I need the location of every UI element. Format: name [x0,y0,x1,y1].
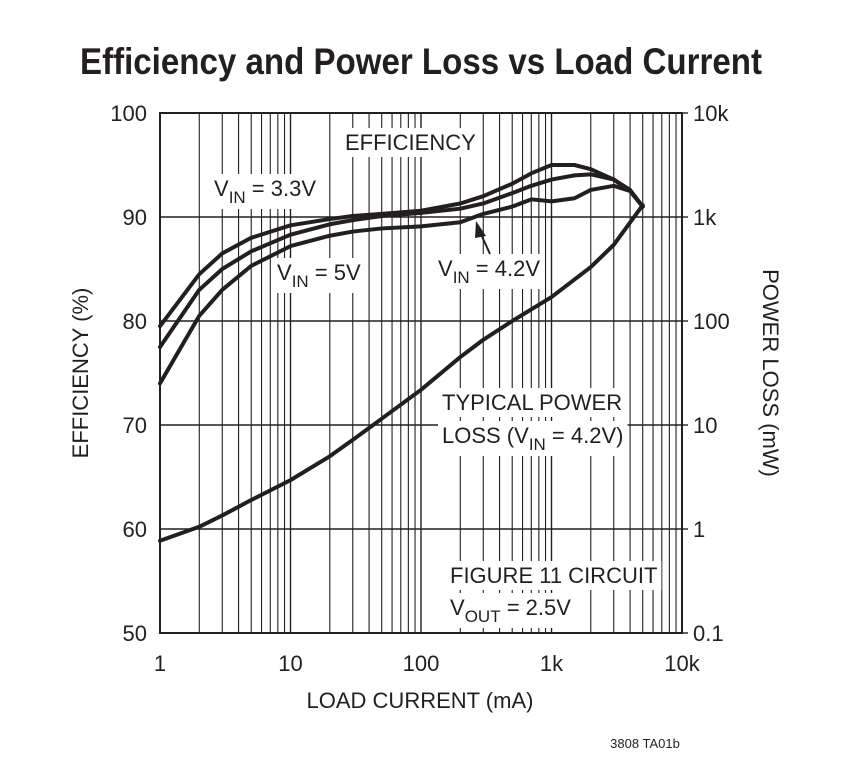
y2-tick-label: 1 [693,517,705,542]
annotation-part: V [450,595,465,620]
annotation-text: TYPICAL POWER [442,390,622,415]
x-axis-label: LOAD CURRENT (mA) [307,688,534,713]
y2-tick-label: 10k [693,101,729,126]
annotation-part: IN [229,188,246,207]
annotation-text: EFFICIENCY [345,130,476,155]
annotation-part: IN [292,272,309,291]
annotation-part: = 4.2V) [546,423,624,448]
chart-title: Efficiency and Power Loss vs Load Curren… [80,41,762,82]
annotation-part: OUT [465,607,501,626]
annotation-background [434,254,545,289]
y-tick-label: 50 [123,621,147,646]
annotation-part: IN [529,435,546,454]
data-line [158,203,645,543]
annotation-background [438,388,627,417]
annotation-background [273,258,365,293]
annotation-part: FIGURE 11 CIRCUIT [450,563,657,588]
y2-tick-label: 0.1 [693,621,724,646]
y2-axis-label: POWER LOSS (mW) [758,269,783,477]
y-tick-label: 90 [123,205,147,230]
x-tick-label: 10 [278,651,302,676]
y-axis-label: EFFICIENCY (%) [68,288,93,459]
annotation-part: = 5V [309,260,361,285]
annotation-background [341,128,481,157]
data-line [158,172,645,349]
annotation-arrowhead [475,221,486,238]
annotation-part: = 3.3V [246,176,317,201]
annotation-text: VOUT = 2.5V [450,595,571,626]
annotation-text: VIN = 4.2V [438,256,540,287]
annotation: VIN = 3.3V [210,174,321,209]
annotation-part: V [277,260,292,285]
annotation-background [210,174,321,209]
figure-id: 3808 TA01b [610,736,680,751]
annotation-text: VIN = 5V [277,260,361,291]
annotation-part: V [438,256,453,281]
annotation-text: VIN = 3.3V [214,176,316,207]
annotation: LOSS (VIN = 4.2V) [438,421,628,456]
annotation-background [446,593,576,628]
annotation: FIGURE 11 CIRCUIT [446,561,662,590]
x-tick-label: 100 [403,651,440,676]
annotation: VIN = 5V [273,258,365,293]
annotation-background [438,421,628,456]
annotation: VOUT = 2.5V [446,593,576,628]
annotation-part: V [214,176,229,201]
y-tick-label: 100 [110,101,147,126]
y-tick-label: 70 [123,413,147,438]
annotation-text: LOSS (VIN = 4.2V) [442,423,623,454]
annotation-text: FIGURE 11 CIRCUIT [450,563,657,588]
y2-tick-label: 10 [693,413,717,438]
annotation: VIN = 4.2V [434,254,545,289]
plot-frame [159,112,683,634]
annotation: TYPICAL POWER [438,388,627,417]
data-line [158,163,645,329]
y2-tick-label: 1k [693,205,717,230]
annotation-part: LOSS (V [442,423,529,448]
annotation-part: = 2.5V [501,595,572,620]
annotation-part: = 4.2V [470,256,541,281]
annotation-part: IN [453,268,470,287]
x-tick-label: 1k [540,651,564,676]
y-tick-label: 80 [123,309,147,334]
annotation: EFFICIENCY [341,128,481,157]
data-line [158,183,645,386]
x-tick-label: 1 [154,651,166,676]
y-tick-label: 60 [123,517,147,542]
y2-tick-label: 100 [693,309,730,334]
x-tick-label: 10k [664,651,700,676]
annotation-part: TYPICAL POWER [442,390,622,415]
annotation-part: EFFICIENCY [345,130,476,155]
annotation-background [446,561,662,590]
